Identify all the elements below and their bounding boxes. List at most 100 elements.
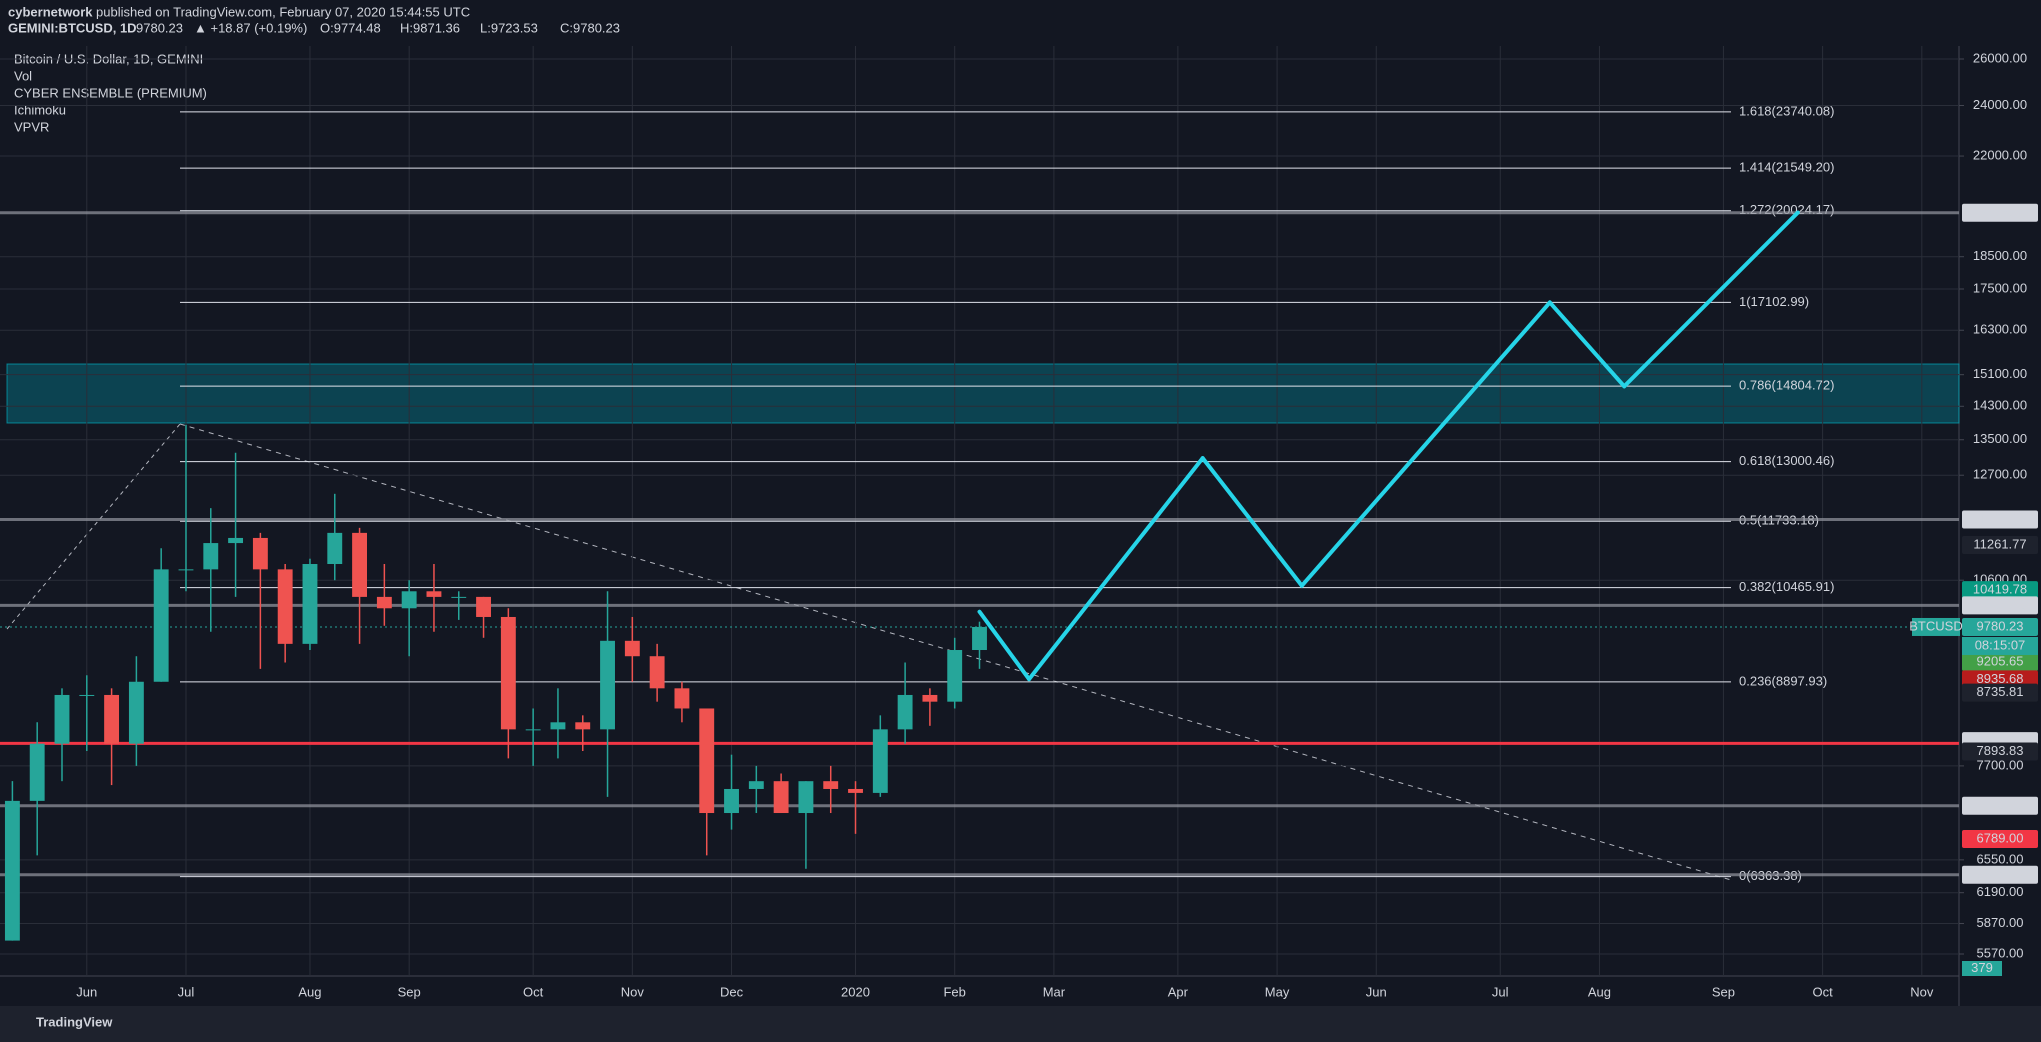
legend-entry: Vol bbox=[14, 68, 32, 83]
x-tick-label: 2020 bbox=[841, 984, 870, 999]
price-tag bbox=[1962, 865, 2038, 884]
x-tick-label: Sep bbox=[1712, 984, 1735, 999]
price-tag-label: 9780.23 bbox=[1977, 618, 2024, 633]
price-tag bbox=[1962, 596, 2038, 615]
x-tick-label: Aug bbox=[298, 984, 321, 999]
projection-segment bbox=[1622, 210, 1800, 389]
candle-body bbox=[401, 591, 417, 609]
candle-body bbox=[426, 591, 442, 597]
candle-body bbox=[674, 688, 690, 709]
candle-body bbox=[203, 543, 219, 570]
fib-label: 1(17102.99) bbox=[1739, 294, 1809, 309]
candle-body bbox=[302, 564, 318, 644]
projection-segment bbox=[1200, 456, 1304, 588]
candle-body bbox=[600, 640, 615, 730]
price-tag-label: 7188.75 bbox=[1977, 797, 2024, 812]
candle-body bbox=[153, 569, 169, 682]
candle-body bbox=[922, 694, 938, 702]
volume-tag bbox=[1962, 961, 2002, 976]
footer-bar bbox=[0, 1006, 2041, 1042]
candle-body bbox=[724, 788, 739, 814]
price-tag bbox=[1962, 683, 2038, 702]
y-tick-label: 12700.00 bbox=[1973, 467, 2027, 482]
x-tick-label: Jul bbox=[178, 984, 195, 999]
candle-body bbox=[451, 596, 467, 598]
price-tag-label: 10151.78 bbox=[1973, 597, 2027, 612]
y-tick-label: 13500.00 bbox=[1973, 431, 2027, 446]
candle-body bbox=[649, 656, 665, 689]
fib-label: 0.382(10465.91) bbox=[1739, 579, 1834, 594]
y-tick-label: 14300.00 bbox=[1973, 398, 2027, 413]
candle-body bbox=[748, 781, 764, 789]
price-tag-label: 10419.78 bbox=[1973, 582, 2027, 597]
symbol: GEMINI:BTCUSD, 1D bbox=[8, 20, 137, 35]
x-tick-label: Sep bbox=[398, 984, 421, 999]
fib-label: 1.618(23740.08) bbox=[1739, 103, 1834, 118]
y-tick-label: 18500.00 bbox=[1973, 248, 2027, 263]
x-tick-label: Nov bbox=[1910, 984, 1934, 999]
y-tick-label: 22000.00 bbox=[1973, 147, 2027, 162]
price-tag-label: 11261.77 bbox=[1973, 536, 2026, 551]
projection-segment bbox=[1547, 300, 1627, 389]
candle-body bbox=[327, 532, 343, 565]
price-tag bbox=[1962, 203, 2038, 222]
x-tick-label: Mar bbox=[1043, 984, 1066, 999]
y-tick-label: 5870.00 bbox=[1977, 915, 2024, 930]
candle-body bbox=[228, 537, 244, 544]
price-tag-label: 9205.65 bbox=[1977, 654, 2024, 669]
y-tick-label: 7700.00 bbox=[1977, 757, 2024, 772]
price-tag-label: 8735.81 bbox=[1977, 684, 2024, 699]
price-tag bbox=[1962, 796, 2038, 815]
y-tick-label: 6190.00 bbox=[1977, 884, 2024, 899]
fib-label: 1.414(21549.20) bbox=[1739, 160, 1834, 175]
fib-label: 0.236(8897.93) bbox=[1739, 673, 1827, 688]
x-tick-label: Aug bbox=[1588, 984, 1611, 999]
x-tick-label: Dec bbox=[720, 984, 744, 999]
published: published on TradingView.com, February 0… bbox=[96, 4, 470, 19]
y-tick-label: 5570.00 bbox=[1977, 945, 2024, 960]
x-tick-label: Nov bbox=[621, 984, 645, 999]
fib-label: 0.618(13000.46) bbox=[1739, 453, 1834, 468]
candle-body bbox=[178, 569, 194, 571]
candle-body bbox=[798, 781, 814, 814]
x-tick-label: Jun bbox=[1366, 984, 1387, 999]
fib-label: 1.272(20024.17) bbox=[1739, 202, 1834, 217]
legend-entry: VPVR bbox=[14, 119, 49, 134]
x-tick-label: Jun bbox=[76, 984, 97, 999]
price-tag bbox=[1962, 510, 2038, 529]
price-tag-label: 7893.83 bbox=[1977, 743, 2024, 758]
publisher: cybernetwork bbox=[8, 4, 93, 19]
candle-body bbox=[897, 694, 913, 730]
price-tag-label: 6789.00 bbox=[1977, 830, 2024, 845]
candle-body bbox=[773, 781, 789, 814]
ohlc-value: O:9774.48 bbox=[320, 20, 381, 35]
candle-body bbox=[550, 722, 566, 730]
candle-body bbox=[79, 694, 95, 696]
y-tick-label: 26000.00 bbox=[1973, 50, 2027, 65]
price-tag bbox=[1962, 830, 2038, 849]
change: ▲ +18.87 (+0.19%) bbox=[194, 20, 307, 35]
candle-body bbox=[4, 800, 20, 941]
candle-body bbox=[699, 708, 715, 814]
x-tick-label: Oct bbox=[523, 984, 544, 999]
symbol-tag bbox=[1912, 617, 1960, 636]
candle-body bbox=[575, 722, 591, 730]
projection-segment bbox=[1299, 300, 1552, 588]
price-tag bbox=[1962, 742, 2038, 761]
candle-body bbox=[277, 569, 293, 644]
candle-body bbox=[500, 616, 516, 730]
candle-body bbox=[624, 640, 640, 657]
resistance-zone bbox=[6, 363, 1960, 424]
y-tick-label: 15100.00 bbox=[1973, 366, 2027, 381]
legend-entry: CYBER ENSEMBLE (PREMIUM) bbox=[14, 85, 207, 100]
candle-body bbox=[252, 537, 268, 570]
candle-body bbox=[872, 729, 888, 793]
candle-body bbox=[972, 626, 987, 651]
candle-body bbox=[128, 681, 144, 744]
y-tick-label: 6550.00 bbox=[1977, 851, 2024, 866]
candle-body bbox=[525, 729, 541, 731]
price-tag bbox=[1962, 581, 2038, 600]
candle-body bbox=[476, 596, 491, 617]
candle-body bbox=[29, 743, 45, 801]
